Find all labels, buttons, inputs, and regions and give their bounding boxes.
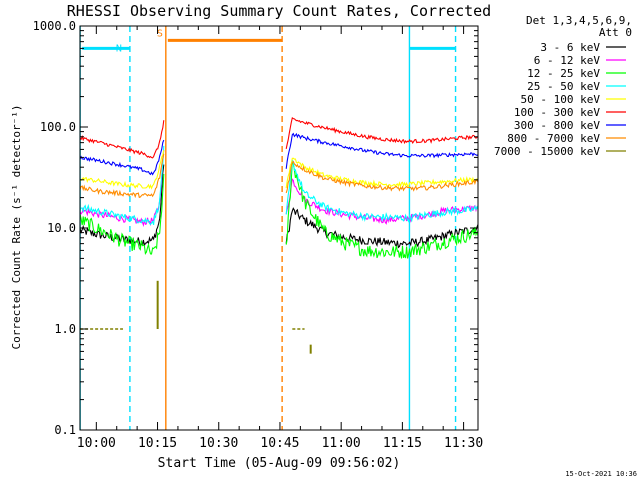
legend-entry-label: 6 - 12 keV: [534, 54, 601, 67]
segment-2: [285, 160, 479, 259]
legend-entry-label: 800 - 7000 keV: [507, 132, 600, 145]
x-tick-label: 10:45: [260, 436, 299, 451]
y-tick-label: 1.0: [54, 322, 76, 336]
segment-1: [79, 153, 165, 199]
x-axis-label: Start Time (05-Aug-09 09:56:02): [158, 456, 401, 471]
y-axis-label: Corrected Count Rate (s⁻¹ detector⁻¹): [10, 104, 23, 349]
series-800-7000-kev-line: [79, 153, 479, 199]
legend-header-line: Att 0: [599, 26, 632, 39]
series-7000-15000-kev-line: [80, 280, 312, 354]
plot-area: NS: [79, 26, 479, 430]
segment-2: [285, 159, 479, 223]
segment-1: [79, 139, 165, 176]
segment-2: [285, 157, 479, 189]
x-tick-label: 11:00: [322, 436, 361, 451]
segment-1: [79, 149, 165, 228]
plot-frame: [79, 25, 479, 431]
legend-entry-label: 25 - 50 keV: [527, 80, 600, 93]
y-tick-label: 0.1: [54, 423, 76, 437]
band-label: S: [157, 28, 163, 39]
segment-2: [285, 132, 479, 169]
segment-1: [79, 173, 165, 255]
series-12-25-kev-line: [79, 160, 479, 259]
band-n: N: [82, 43, 456, 54]
series-3-6-kev-line: [79, 164, 479, 249]
axes: 0.1 1.0 10.0 100.0 1000.0 10:00 10:15 10:30 10:4…: [33, 19, 484, 451]
x-tick-label: 10:00: [77, 436, 116, 451]
segment-1: [79, 150, 165, 190]
legend-entry-label: 12 - 25 keV: [527, 67, 600, 80]
y-tick-label: 10.0: [47, 221, 76, 235]
segment-2: [285, 160, 479, 194]
y-tick-label: 1000.0: [33, 19, 76, 33]
series-25-50-kev-line: [79, 145, 479, 226]
segment-2: [285, 116, 479, 150]
band-s: S: [157, 28, 283, 42]
segment-2: [285, 207, 479, 249]
segment-1: [79, 145, 165, 226]
legend-entry-label: 100 - 300 keV: [514, 106, 600, 119]
legend-entry-label: 300 - 800 keV: [514, 119, 600, 132]
x-tick-label: 10:15: [138, 436, 177, 451]
series-100-300-kev-line: [79, 116, 479, 159]
legend-entry-label: 7000 - 15000 keV: [494, 145, 600, 158]
band-label: N: [116, 43, 122, 54]
segment-1: [79, 120, 165, 159]
x-tick-label: 10:30: [199, 436, 238, 451]
legend-entry-label: 50 - 100 keV: [521, 93, 601, 106]
series-300-800-kev-line: [79, 132, 479, 176]
legend-entry-label: 3 - 6 keV: [540, 41, 600, 54]
x-tick-label: 11:30: [444, 436, 483, 451]
footer-date: 15-Oct-2021 10:36: [565, 470, 637, 478]
chart-title: RHESSI Observing Summary Count Rates, Co…: [67, 2, 491, 20]
legend-header-line: Det 1,3,4,5,6,9,: [526, 14, 632, 27]
y-tick-label: 100.0: [40, 120, 76, 134]
series-50-100-kev-line: [79, 150, 479, 190]
y-axis-label-text: Corrected Count Rate (s⁻¹ detector⁻¹): [10, 104, 23, 349]
x-tick-label: 11:15: [383, 436, 422, 451]
